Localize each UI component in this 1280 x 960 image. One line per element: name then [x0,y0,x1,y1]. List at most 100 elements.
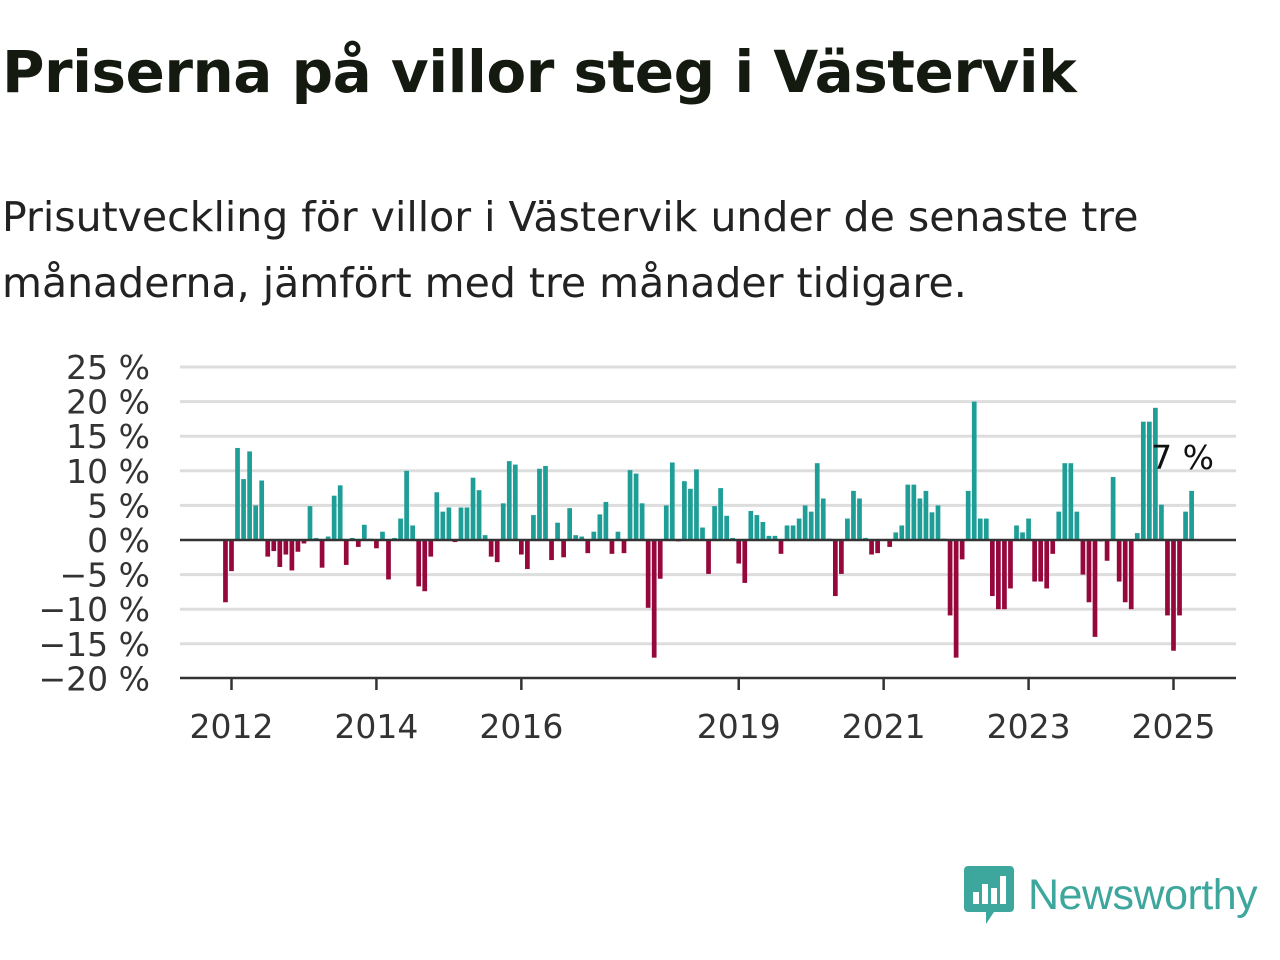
bar [325,536,331,540]
bar [482,535,488,540]
x-axis: 2012 2014 2016 2019 2021 2023 2025 [180,538,1236,746]
bar [917,498,923,540]
page-title: Priserna på villor steg i Västervik [2,38,1077,106]
bar [428,540,434,557]
bar [682,481,687,540]
bar [1086,540,1092,603]
y-tick-label: 0 % [87,521,150,560]
bar [488,540,494,557]
bar [820,498,826,540]
bar [253,505,259,540]
bar [543,465,548,540]
bar [494,540,500,563]
bar [1116,540,1122,582]
bar [1080,540,1086,575]
bar [241,479,246,540]
bar [736,540,742,564]
bar [603,501,609,540]
bar [1020,532,1025,540]
bar [953,540,959,658]
bar [1002,540,1007,610]
bar [669,462,675,540]
y-tick-label: 5 % [87,486,150,525]
bar [506,461,512,540]
bar [307,506,313,540]
bar [537,468,542,540]
bar [989,540,995,597]
bar [1008,540,1013,589]
bar [410,525,416,540]
bar [331,495,337,540]
bar [627,470,633,540]
bar [561,540,566,558]
bar [1074,511,1080,540]
x-tick-label: 2012 [190,707,274,746]
bar [1159,504,1164,540]
bar [1068,463,1074,540]
bar [1128,540,1134,610]
bar [851,490,856,540]
bar [416,540,422,587]
bar [223,540,228,603]
bar [869,540,874,555]
y-tick-label: −10 % [39,590,151,629]
y-axis-ticks: 25 %20 %15 %10 %5 %0 %−5 %−10 %−15 %−20 … [39,348,151,698]
bar [694,469,699,540]
bar [1165,540,1170,616]
bar [663,505,669,540]
bar [1171,540,1176,651]
bar [319,540,325,568]
bar [464,507,470,540]
bar [337,485,343,540]
bar [259,480,265,540]
bar [1026,518,1031,540]
bar [386,540,391,580]
brand-logo: Newsworthy [964,866,1258,924]
bar [1140,421,1146,540]
bar [977,518,983,540]
bar [712,506,717,540]
bar [887,540,893,547]
bar [1134,533,1140,540]
bar [1183,511,1188,540]
x-tick-label: 2019 [697,707,781,746]
bar [265,540,271,557]
bar-series [223,401,1194,658]
bar [899,525,905,540]
bar [247,451,252,540]
y-tick-label: 20 % [66,383,150,422]
bar [374,540,379,549]
brand-name: Newsworthy [1028,870,1258,919]
bar [380,531,385,540]
bar [361,524,367,540]
bar [283,540,289,555]
bar [434,492,440,540]
bar [857,498,862,540]
x-tick-label: 2023 [987,707,1071,746]
bar [875,540,880,554]
bar [500,503,506,540]
bar [597,514,603,540]
bar [1044,540,1050,589]
bar [512,464,518,540]
bar [1014,525,1019,540]
y-tick-label: −20 % [39,659,151,698]
gridlines [180,365,1236,646]
bar [404,470,409,540]
bar [796,518,802,540]
y-tick-label: 15 % [66,417,150,456]
bar [814,463,820,540]
bar [609,540,615,554]
bar [947,540,953,616]
bar [1092,540,1098,637]
bar [688,488,693,540]
bar [518,540,524,555]
bar [1146,421,1152,540]
bar [645,540,651,608]
bar [1104,540,1110,561]
bar [760,522,766,540]
bar [615,531,621,540]
bar [229,540,234,572]
bar [802,505,808,540]
bar [567,508,573,540]
